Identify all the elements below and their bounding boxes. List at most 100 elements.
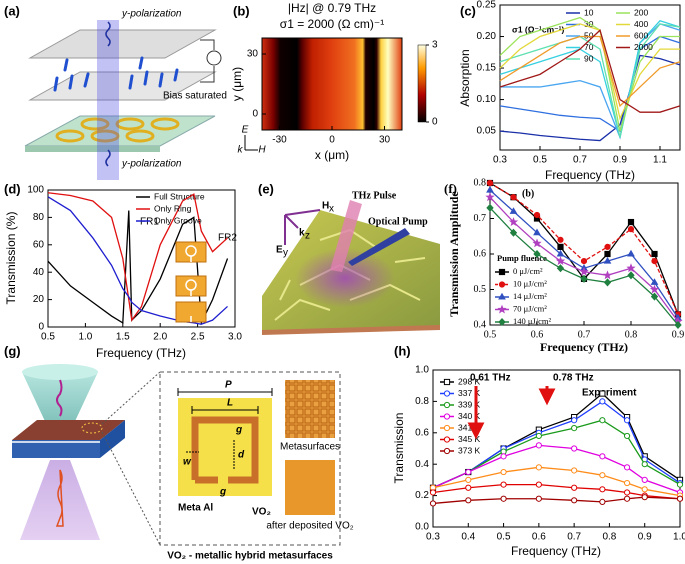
marker <box>603 278 612 287</box>
marker <box>651 250 658 258</box>
annotation: Meta Al <box>178 503 213 514</box>
marker <box>571 417 578 424</box>
x-axis-label: Frequency (THz) <box>540 340 628 354</box>
marker <box>533 228 541 236</box>
dim-label: g <box>235 425 242 436</box>
y-axis-label: y (μm) <box>230 67 244 101</box>
decorations <box>175 241 556 440</box>
legend-marker <box>443 436 451 443</box>
legend-label: Only Groove <box>154 215 202 225</box>
panel-label: (c) <box>460 3 476 18</box>
x-tick-label: -30 <box>272 135 287 146</box>
marker <box>509 228 518 237</box>
marker <box>623 489 631 496</box>
annotation: 0.61 THz <box>470 373 511 384</box>
sample-top <box>12 420 125 440</box>
marker <box>486 203 494 212</box>
dim-label: d <box>238 450 245 461</box>
x-axis-label: Frequency (THz) <box>511 544 601 558</box>
legend-label: 70 μJ/cm² <box>513 303 547 313</box>
marker <box>627 226 635 233</box>
optical-pump <box>348 228 410 266</box>
marker <box>500 481 507 488</box>
legend-marker <box>443 424 451 432</box>
field-map <box>262 38 402 130</box>
series-line <box>499 16 680 132</box>
marker <box>555 256 566 266</box>
marker <box>604 243 611 250</box>
y-axis-label: Transmission Amplitude <box>447 191 461 317</box>
marker <box>571 484 578 491</box>
marker <box>500 468 507 476</box>
y-tick-label: 0.2 <box>415 490 429 501</box>
axis-label: y <box>283 248 288 259</box>
wave <box>105 21 111 47</box>
legend-label: 341 K <box>458 422 481 432</box>
x-tick-label: 0.3 <box>426 532 440 543</box>
marker <box>650 292 659 301</box>
marker <box>604 250 611 258</box>
y-axis-label: Transmission <box>392 413 406 484</box>
marker <box>599 498 606 505</box>
legend-label: 2000 <box>634 42 653 52</box>
cone-top <box>22 372 98 432</box>
marker <box>500 453 507 460</box>
top-plate <box>28 29 217 59</box>
y-tick-label: 80 <box>33 212 45 223</box>
panel-a: (a) y-polarization Bias saturated y-pola… <box>4 3 227 180</box>
marker <box>641 461 648 468</box>
marker <box>623 464 631 471</box>
marker <box>508 217 519 227</box>
marker <box>486 185 494 193</box>
glyph-label: E <box>242 125 249 136</box>
panel-b-image <box>244 38 427 151</box>
marker <box>579 266 589 276</box>
arrow <box>538 386 556 406</box>
legend-label: 70 <box>584 42 594 52</box>
series-line <box>499 54 681 142</box>
legend-label: 50 <box>584 30 594 40</box>
panel-e: (e) THz Pulse Optical Pump H x E y k z <box>258 181 440 335</box>
marker <box>485 192 495 202</box>
chart-subtitle: σ1 = 2000 (Ω cm)⁻¹ <box>280 17 384 31</box>
glyph-label: k <box>238 145 244 156</box>
y-tick-label: 0.7 <box>474 213 487 224</box>
marker <box>580 274 588 283</box>
axis-label: x <box>329 204 334 215</box>
legend-label: 340 K <box>458 411 481 421</box>
marker <box>599 472 606 479</box>
marker <box>627 271 635 280</box>
dim-label: L <box>227 398 233 409</box>
dim-label: g <box>219 487 226 498</box>
wire <box>200 39 215 83</box>
plot-frame <box>499 4 681 151</box>
legend-marker <box>443 390 451 397</box>
x-tick-label: 0.8 <box>625 329 638 340</box>
legend-marker <box>443 378 451 386</box>
y-tick-label: 0 <box>252 109 258 120</box>
marker <box>535 495 542 502</box>
marker <box>676 481 684 488</box>
marker <box>676 495 684 502</box>
marker <box>641 476 648 483</box>
series-line <box>499 23 681 138</box>
series-line <box>47 196 228 325</box>
zoom-lines <box>101 371 161 546</box>
x-tick-label: 2.0 <box>153 332 167 343</box>
legend-marker <box>498 281 506 288</box>
marker <box>623 417 631 424</box>
colorbar <box>417 44 427 123</box>
marker <box>556 249 565 257</box>
x-tick-label: 3.0 <box>228 332 242 343</box>
series-line <box>499 35 681 108</box>
marker <box>535 464 542 471</box>
panel-g: (g) P L g d w g Meta Al VO₂ Metasurfaces… <box>4 343 354 561</box>
marker <box>599 453 606 460</box>
marker <box>557 243 564 251</box>
chart: 0.5 0.6 0.7 0.8 0.90.40.50.60.70.8Frequency … <box>444 177 684 353</box>
annotation: Experiment <box>582 388 637 399</box>
axis-label: z <box>305 231 310 242</box>
legend-label: Full Structure <box>154 191 205 201</box>
